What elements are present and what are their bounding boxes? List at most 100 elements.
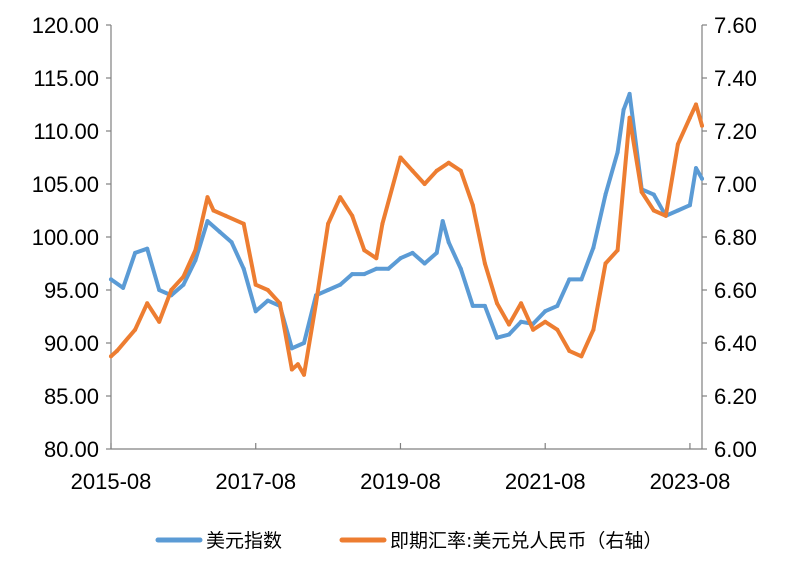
data-point-usd-index bbox=[386, 266, 391, 271]
series-line-usd-index bbox=[109, 91, 704, 351]
data-point-usd-index bbox=[362, 272, 367, 277]
data-point-usdcny bbox=[193, 248, 198, 253]
left-tick-label: 95.00 bbox=[44, 278, 99, 303]
data-point-usdcny bbox=[241, 221, 246, 226]
series-line-usdcny bbox=[109, 102, 704, 377]
data-point-usd-index bbox=[651, 192, 656, 197]
data-point-usdcny bbox=[603, 261, 608, 266]
data-point-usdcny bbox=[277, 301, 282, 306]
left-tick-label: 90.00 bbox=[44, 331, 99, 356]
data-point-usdcny bbox=[422, 182, 427, 186]
data-point-usd-index bbox=[458, 266, 463, 271]
x-tick-label: 2021-08 bbox=[505, 469, 586, 494]
data-point-usdcny bbox=[694, 102, 698, 107]
left-tick-label: 120.00 bbox=[32, 13, 99, 38]
data-point-usdcny bbox=[555, 327, 560, 332]
data-point-usdcny bbox=[211, 208, 216, 213]
data-point-usd-index bbox=[700, 176, 704, 181]
right-tick-label: 6.60 bbox=[714, 278, 757, 303]
data-point-usd-index bbox=[591, 245, 596, 250]
data-point-usdcny bbox=[482, 261, 487, 266]
data-point-usd-index bbox=[482, 303, 487, 308]
data-point-usdcny bbox=[434, 168, 439, 173]
data-point-usdcny bbox=[295, 362, 300, 367]
data-point-usd-index bbox=[241, 266, 246, 271]
data-point-usd-index bbox=[181, 282, 186, 287]
left-tick-label: 115.00 bbox=[33, 66, 99, 91]
data-point-usdcny bbox=[627, 115, 632, 120]
data-point-usdcny bbox=[651, 208, 656, 213]
data-point-usdcny bbox=[109, 354, 113, 359]
data-point-usd-index bbox=[217, 229, 222, 234]
data-point-usd-index bbox=[121, 285, 126, 290]
data-point-usd-index bbox=[109, 277, 113, 282]
data-point-usdcny bbox=[567, 348, 572, 353]
data-point-usd-index bbox=[615, 150, 620, 155]
data-point-usd-index bbox=[627, 91, 632, 96]
data-point-usd-index bbox=[229, 240, 234, 245]
data-point-usdcny bbox=[410, 168, 415, 173]
data-point-usdcny bbox=[531, 327, 536, 332]
data-point-usdcny bbox=[470, 203, 475, 208]
data-point-usd-index bbox=[157, 288, 162, 292]
data-point-usdcny bbox=[519, 301, 524, 306]
data-point-usdcny bbox=[350, 213, 355, 218]
data-point-usd-index bbox=[694, 166, 698, 171]
x-tick-label: 2023-08 bbox=[650, 469, 731, 494]
data-point-usdcny bbox=[115, 348, 119, 353]
right-tick-label: 7.20 bbox=[714, 119, 757, 144]
x-tick-label: 2017-08 bbox=[215, 469, 296, 494]
data-point-usdcny bbox=[579, 354, 584, 359]
data-point-usdcny bbox=[543, 319, 548, 324]
x-tick-label: 2019-08 bbox=[360, 469, 441, 494]
right-tick-label: 7.00 bbox=[714, 172, 757, 197]
data-point-usdcny bbox=[223, 213, 228, 218]
data-point-usd-index bbox=[675, 208, 680, 213]
data-point-usdcny bbox=[380, 221, 385, 226]
data-point-usdcny bbox=[398, 155, 403, 160]
data-point-usd-index bbox=[603, 192, 608, 197]
data-point-usd-index bbox=[338, 282, 343, 287]
data-point-usdcny bbox=[314, 301, 318, 306]
data-point-usd-index bbox=[621, 107, 626, 112]
data-point-usdcny bbox=[458, 168, 463, 173]
data-point-usd-index bbox=[374, 266, 379, 271]
data-point-usd-index bbox=[193, 258, 198, 263]
data-point-usdcny bbox=[133, 327, 138, 332]
data-point-usd-index bbox=[205, 219, 210, 224]
right-y-ticks: 6.00 6.20 6.40 6.60 6.80 7.00 7.20 7.40 7.60 bbox=[702, 13, 757, 462]
data-point-usd-index bbox=[145, 246, 150, 251]
data-point-usdcny bbox=[157, 319, 162, 324]
data-point-usd-index bbox=[579, 277, 584, 282]
right-tick-label: 6.20 bbox=[714, 384, 757, 409]
data-point-usd-index bbox=[495, 335, 499, 340]
data-point-usd-index bbox=[326, 288, 331, 292]
data-point-usdcny bbox=[145, 301, 150, 306]
data-point-usd-index bbox=[265, 298, 270, 303]
data-point-usd-index bbox=[555, 303, 560, 308]
data-point-usdcny bbox=[253, 282, 258, 287]
right-tick-label: 6.40 bbox=[714, 331, 757, 356]
data-point-usd-index bbox=[519, 319, 524, 324]
data-point-usd-index bbox=[398, 256, 403, 261]
data-point-usd-index bbox=[434, 250, 439, 255]
data-point-usdcny bbox=[700, 123, 704, 128]
left-tick-label: 85.00 bbox=[44, 384, 99, 409]
x-ticks: 2015-08 2017-08 2019-08 2021-08 2023-08 bbox=[71, 443, 731, 494]
data-point-usd-index bbox=[302, 341, 306, 345]
data-point-usdcny bbox=[507, 322, 511, 327]
data-point-usd-index bbox=[253, 309, 258, 314]
left-y-ticks: 80.00 85.00 90.00 95.00 100.00 105.00 110.00 11… bbox=[32, 13, 111, 462]
plot-area bbox=[109, 91, 704, 377]
data-point-usd-index bbox=[350, 272, 355, 277]
x-tick-label: 2015-08 bbox=[71, 469, 152, 494]
data-point-usd-index bbox=[440, 219, 445, 224]
data-point-usd-index bbox=[687, 203, 692, 208]
data-point-usdcny bbox=[181, 274, 186, 279]
data-point-usd-index bbox=[567, 277, 572, 282]
data-point-usd-index bbox=[410, 250, 415, 255]
data-point-usd-index bbox=[543, 309, 548, 314]
legend-label-usd-index: 美元指数 bbox=[206, 530, 282, 552]
data-point-usdcny bbox=[326, 221, 331, 226]
